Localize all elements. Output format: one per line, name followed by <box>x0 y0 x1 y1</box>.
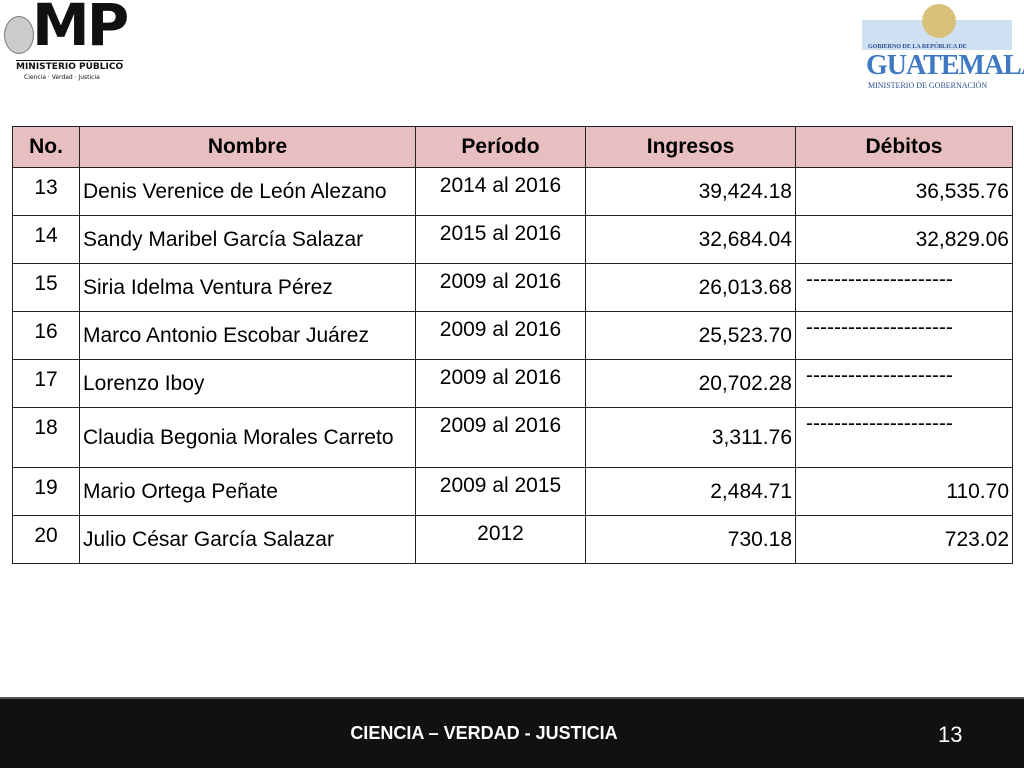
table-cell: 2009 al 2015 <box>415 467 586 516</box>
table-row: 14 Sandy Maribel García Salazar 2015 al 20… <box>12 215 1013 264</box>
crest <box>922 4 956 38</box>
table-cell: 17 <box>12 359 80 408</box>
table-cell: --------------------- <box>795 263 1013 312</box>
table-cell: 20 <box>12 515 80 564</box>
table-cell: --------------------- <box>795 311 1013 360</box>
table-cell: 36,535.76 <box>795 167 1013 216</box>
table-cell: 15 <box>12 263 80 312</box>
table-cell: Siria Idelma Ventura Pérez <box>79 263 416 312</box>
table-cell: 2009 al 2016 <box>415 359 586 408</box>
table-cell: 723.02 <box>795 515 1013 564</box>
table-cell: 16 <box>12 311 80 360</box>
table-cell: 19 <box>12 467 80 516</box>
logo-title: GUATEMALA <box>866 50 1024 81</box>
table-cell: 18 <box>12 407 80 468</box>
table-row: 17 Lorenzo Iboy 2009 al 2016 20,702.28 -----… <box>12 359 1013 408</box>
page-number: 13 <box>938 722 963 747</box>
table-cell: 110.70 <box>795 467 1013 516</box>
footer-motto: CIENCIA – VERDAD - JUSTICIA <box>350 723 618 743</box>
table-cell: 2009 al 2016 <box>415 407 586 468</box>
left-logo: MP MINISTERIO PÚBLICO Ciencia · Verdad ·… <box>4 0 154 87</box>
table-cell: --------------------- <box>795 359 1013 408</box>
table-cell: 3,311.76 <box>585 407 796 468</box>
table-cell: Claudia Begonia Morales Carreto <box>79 407 416 468</box>
table-cell: Mario Ortega Peñate <box>79 467 416 516</box>
table: No. Nombre Período Ingresos Débitos 13 Denis … <box>12 126 1013 564</box>
table-cell: 20,702.28 <box>585 359 796 408</box>
table-cell: 26,013.68 <box>585 263 796 312</box>
table-cell: 2009 al 2016 <box>415 263 586 312</box>
table-row: 20 Julio César García Salazar 2012 730.18 72… <box>12 515 1013 564</box>
table-cell: 2014 al 2016 <box>415 167 586 216</box>
table-row: 16 Marco Antonio Escobar Juárez 2009 al 20… <box>12 311 1013 360</box>
table-cell: 14 <box>12 215 80 264</box>
table-row: 18 Claudia Begonia Morales Carreto 2009 al… <box>12 407 1013 468</box>
logo-name: MINISTERIO PÚBLICO <box>16 60 124 72</box>
table-cell: 13 <box>12 167 80 216</box>
column-header: Ingresos <box>585 126 796 168</box>
table-cell: 2015 al 2016 <box>415 215 586 264</box>
table-cell: 25,523.70 <box>585 311 796 360</box>
table-cell: 2012 <box>415 515 586 564</box>
footer: CIENCIA – VERDAD - JUSTICIA 13 <box>0 697 1024 768</box>
logo-line: MINISTERIO DE GOBERNACIÓN <box>868 81 988 90</box>
table-cell: 730.18 <box>585 515 796 564</box>
table-cell: Sandy Maribel García Salazar <box>79 215 416 264</box>
logo-line: GOBIERNO DE LA REPÚBLICA DE <box>868 44 967 50</box>
right-logo: GOBIERNO DE LA REPÚBLICA DE GUATEMALA MI… <box>858 4 1024 92</box>
seal <box>4 16 34 54</box>
table-cell: 32,684.04 <box>585 215 796 264</box>
table-cell: Lorenzo Iboy <box>79 359 416 408</box>
table-cell: Julio César García Salazar <box>79 515 416 564</box>
table-body: 13 Denis Verenice de León Alezano 2014 al … <box>12 167 1013 564</box>
table-cell: 32,829.06 <box>795 215 1013 264</box>
column-header: Nombre <box>79 126 416 168</box>
table-cell: 39,424.18 <box>585 167 796 216</box>
table-row: 15 Siria Idelma Ventura Pérez 2009 al 2016… <box>12 263 1013 312</box>
table-cell: 2,484.71 <box>585 467 796 516</box>
column-header: Período <box>415 126 586 168</box>
logo-title: MP <box>32 0 129 59</box>
logo-motto: Ciencia · Verdad · Justicia <box>24 74 100 81</box>
column-header: Débitos <box>795 126 1013 168</box>
table-row: 13 Denis Verenice de León Alezano 2014 al … <box>12 167 1013 216</box>
column-header: No. <box>12 126 80 168</box>
header-row: No. Nombre Período Ingresos Débitos <box>12 126 1013 168</box>
table-cell: 2009 al 2016 <box>415 311 586 360</box>
table-cell: --------------------- <box>795 407 1013 468</box>
table-cell: Denis Verenice de León Alezano <box>79 167 416 216</box>
table-row: 19 Mario Ortega Peñate 2009 al 2015 2,484.7… <box>12 467 1013 516</box>
table-cell: Marco Antonio Escobar Juárez <box>79 311 416 360</box>
